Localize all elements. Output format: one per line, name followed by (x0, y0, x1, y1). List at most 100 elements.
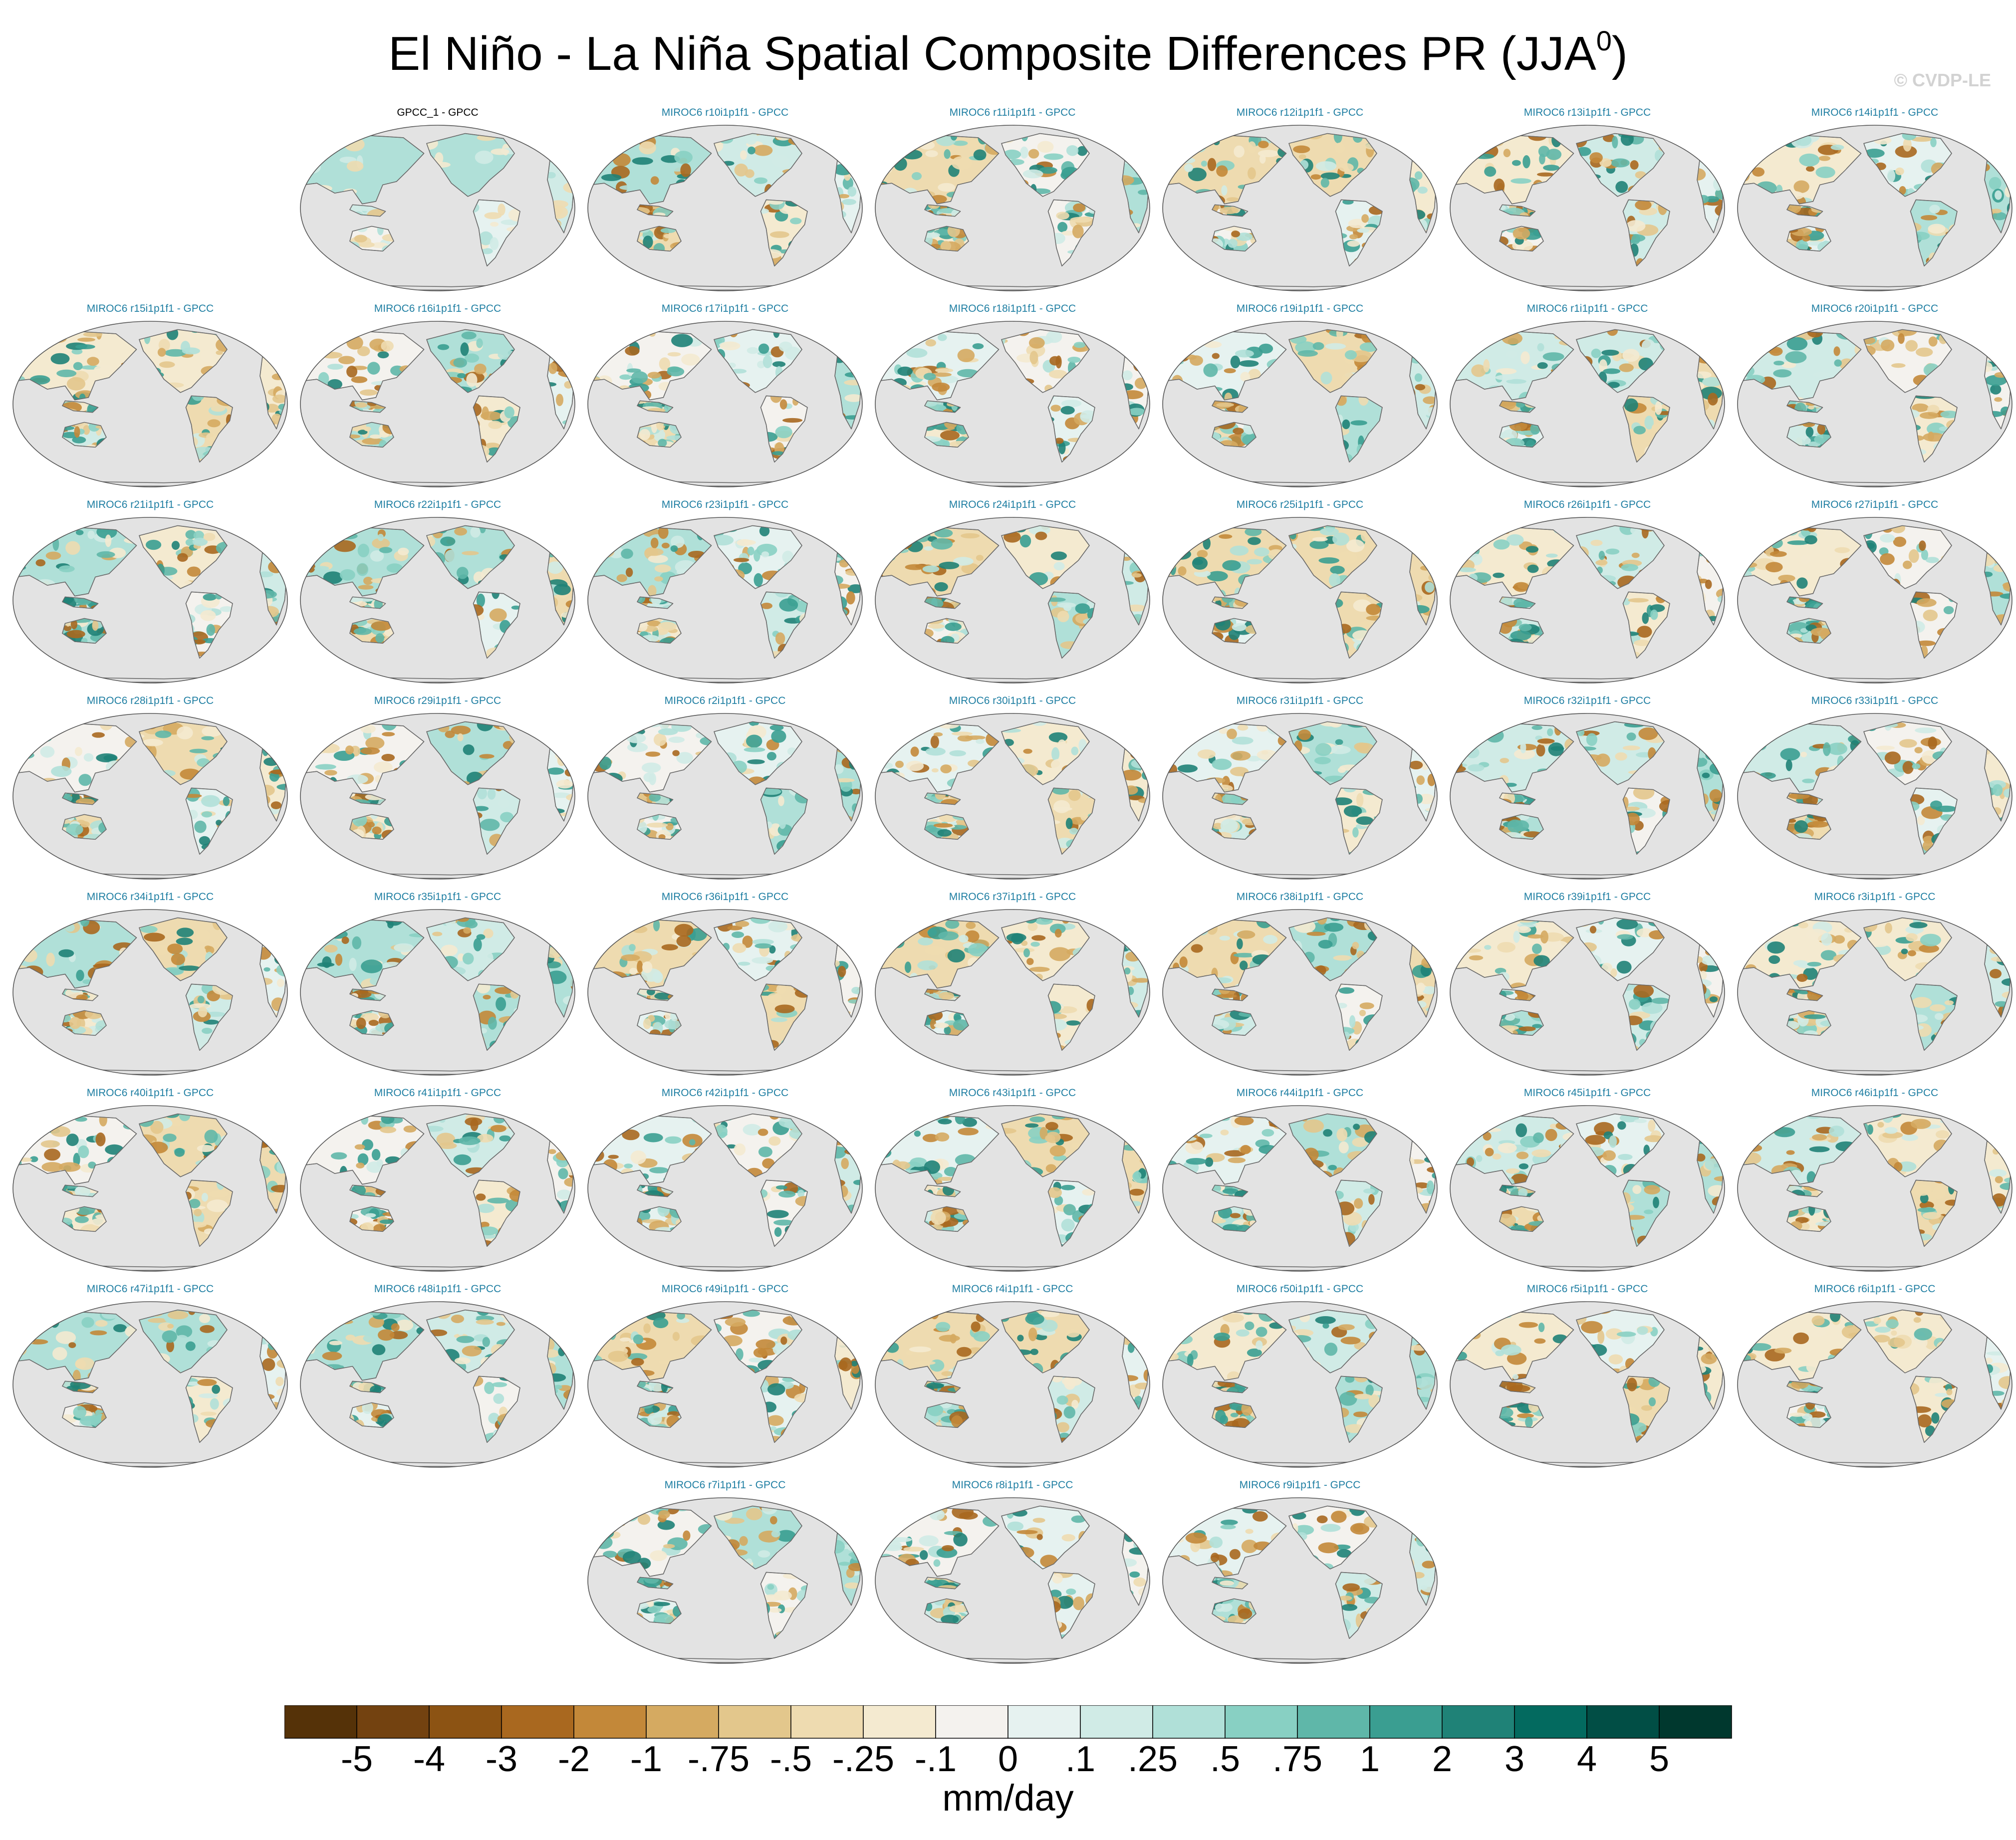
anomaly-cell (372, 407, 386, 413)
anomaly-cell (658, 527, 669, 539)
anomaly-cell (838, 194, 850, 199)
anomaly-cell (937, 829, 952, 837)
anomaly-cell (838, 966, 846, 977)
anomaly-cell (353, 628, 372, 635)
anomaly-cell (72, 436, 86, 444)
anomaly-cell (778, 796, 784, 806)
anomaly-cell (377, 351, 389, 359)
anomaly-cell (740, 150, 747, 160)
anomaly-cell (1230, 751, 1251, 761)
anomaly-cell (622, 528, 643, 534)
anomaly-cell (365, 737, 385, 749)
anomaly-cell (1522, 155, 1530, 169)
anomaly-cell (1320, 372, 1332, 385)
anomaly-cell (28, 348, 36, 359)
anomaly-cell (593, 527, 613, 534)
anomaly-cell (182, 347, 200, 355)
anomaly-cell (1483, 359, 1490, 373)
anomaly-cell (462, 551, 479, 555)
anomaly-cell (37, 534, 53, 540)
anomaly-cell (13, 538, 32, 547)
anomaly-cell (733, 558, 750, 562)
anomaly-cell (897, 366, 913, 376)
anomaly-cell (1768, 331, 1784, 340)
anomaly-cell (918, 937, 933, 945)
anomaly-cell (851, 548, 861, 556)
anomaly-cell (1425, 582, 1435, 593)
anomaly-cell (882, 724, 896, 733)
anomaly-cell (1807, 821, 1829, 828)
panel-label: MIROC6 r16i1p1f1 - GPCC (374, 303, 502, 314)
anomaly-cell (1891, 525, 1905, 533)
anomaly-cell (335, 953, 343, 966)
map-panel: MIROC6 r10i1p1f1 - GPCC (584, 106, 866, 302)
anomaly-cell (606, 742, 613, 750)
anomaly-cell (548, 362, 557, 374)
anomaly-cell (588, 331, 594, 339)
anomaly-cell (63, 625, 72, 631)
anomaly-cell (1754, 726, 1767, 733)
anomaly-cell (1138, 547, 1148, 559)
map-panel: MIROC6 r22i1p1f1 - GPCC (296, 498, 579, 694)
anomaly-cell (83, 425, 90, 435)
anomaly-cell (373, 761, 393, 773)
anomaly-cell (454, 163, 476, 175)
anomaly-cell (199, 836, 211, 846)
anomaly-cell (1928, 736, 1937, 750)
anomaly-cell (1783, 527, 1799, 536)
anomaly-cell (206, 624, 216, 636)
anomaly-cell (557, 359, 575, 367)
anomaly-cell (1527, 564, 1539, 573)
anomaly-cell (453, 357, 467, 368)
anomaly-cell (317, 962, 335, 967)
anomaly-cell (720, 341, 741, 351)
anomaly-cell (48, 529, 55, 536)
map-boundary (300, 517, 575, 684)
robinson-map (300, 909, 575, 1076)
anomaly-cell (758, 343, 769, 354)
maritime-continent-coastline (924, 596, 961, 609)
anomaly-cell (976, 555, 984, 561)
anomaly-cell (357, 346, 370, 356)
anomaly-cell (1513, 582, 1529, 592)
anomaly-cell (835, 778, 855, 782)
anomaly-cell (1512, 160, 1521, 166)
anomaly-cell (1697, 371, 1712, 379)
anomaly-cell (772, 155, 790, 168)
anomaly-cell (1053, 562, 1065, 571)
anomaly-cell (350, 597, 362, 603)
panel-label: MIROC6 r30i1p1f1 - GPCC (949, 695, 1076, 706)
anomaly-cell (1312, 537, 1328, 542)
anomaly-cell (676, 752, 693, 764)
anomaly-cell (358, 241, 375, 248)
south-america-landmass-coastline (185, 591, 233, 659)
anomaly-cell (1641, 339, 1655, 353)
anomaly-cell (1705, 579, 1712, 589)
maritime-continent-coastline (62, 596, 99, 609)
anomaly-cell (1057, 222, 1068, 232)
anomaly-cell (1245, 527, 1262, 536)
anomaly-cell (674, 151, 693, 164)
anomaly-cell (2005, 356, 2012, 361)
anomaly-cell (1030, 941, 1040, 947)
anomaly-cell (263, 967, 270, 972)
maritime-continent-coastline (1499, 204, 1536, 217)
anomaly-cell (1919, 540, 1926, 551)
south-america-landmass-coastline (473, 395, 520, 462)
anomaly-cell (1230, 355, 1241, 369)
anomaly-cell (1335, 142, 1345, 154)
map-boundary (300, 713, 575, 880)
anomaly-cell (1930, 137, 1937, 148)
anomaly-cell (1796, 973, 1808, 982)
anomaly-cell (1237, 724, 1249, 731)
anomaly-cell (556, 779, 573, 789)
anomaly-cell (78, 1145, 89, 1158)
anomaly-cell (588, 358, 602, 363)
anomaly-cell (1366, 604, 1381, 615)
anomaly-cell (1344, 350, 1357, 360)
anomaly-cell (940, 240, 952, 251)
maritime-continent-coastline (1212, 596, 1249, 609)
anomaly-cell (1834, 547, 1850, 553)
anomaly-cell (1163, 724, 1176, 734)
south-america-landmass-coastline (185, 395, 233, 462)
